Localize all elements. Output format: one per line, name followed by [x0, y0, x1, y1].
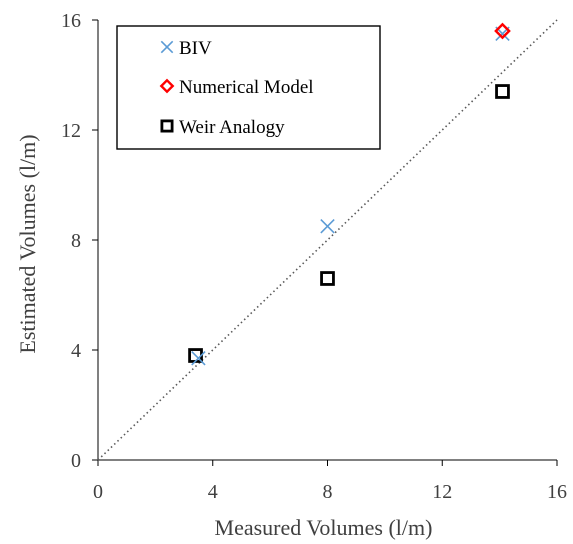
marker-stroke: [320, 219, 335, 234]
x-tick-label: 4: [208, 481, 218, 503]
y-axis-title: Estimated Volumes (l/m): [15, 134, 40, 353]
y-tick-label: 16: [61, 10, 81, 32]
marker-shape: [160, 119, 174, 133]
weir-analogy-point: [320, 271, 335, 286]
marker-shape: [495, 84, 510, 99]
legend-numerical-model-marker: [159, 78, 175, 94]
biv-point: [320, 219, 335, 234]
legend-weir-analogy-label: Weir Analogy: [179, 117, 285, 138]
x-tick-label: 16: [547, 481, 567, 503]
x-tick-label: 8: [323, 481, 333, 503]
biv-point: [191, 351, 206, 366]
y-tick-label: 4: [71, 340, 81, 362]
legend-biv-marker: [160, 40, 174, 54]
y-tick-label: 8: [71, 230, 81, 252]
legend: BIV Numerical Model Weir Analogy: [116, 25, 381, 150]
x-axis-title: Measured Volumes (l/m): [215, 515, 433, 540]
numerical-model-point: [494, 22, 511, 40]
y-tick-label: 12: [61, 120, 81, 142]
marker-stroke: [160, 40, 174, 54]
marks-group: [188, 22, 511, 366]
x-tick-label: 0: [93, 481, 103, 503]
y-tick-label: 0: [71, 450, 81, 472]
x-tick-label: 12: [432, 481, 452, 503]
marker-stroke: [191, 351, 206, 366]
legend-biv-label: BIV: [179, 38, 212, 59]
marker-shape: [320, 271, 335, 286]
axes: 0 4 8 12 16 0 4 8 12 16 Measured Volumes (l/m) Esti…: [15, 10, 567, 540]
marker-shape: [159, 78, 175, 94]
marker-shape: [494, 22, 511, 40]
legend-weir-analogy-marker: [160, 119, 174, 133]
weir-analogy-point: [495, 84, 510, 99]
legend-numerical-model-label: Numerical Model: [179, 77, 314, 98]
